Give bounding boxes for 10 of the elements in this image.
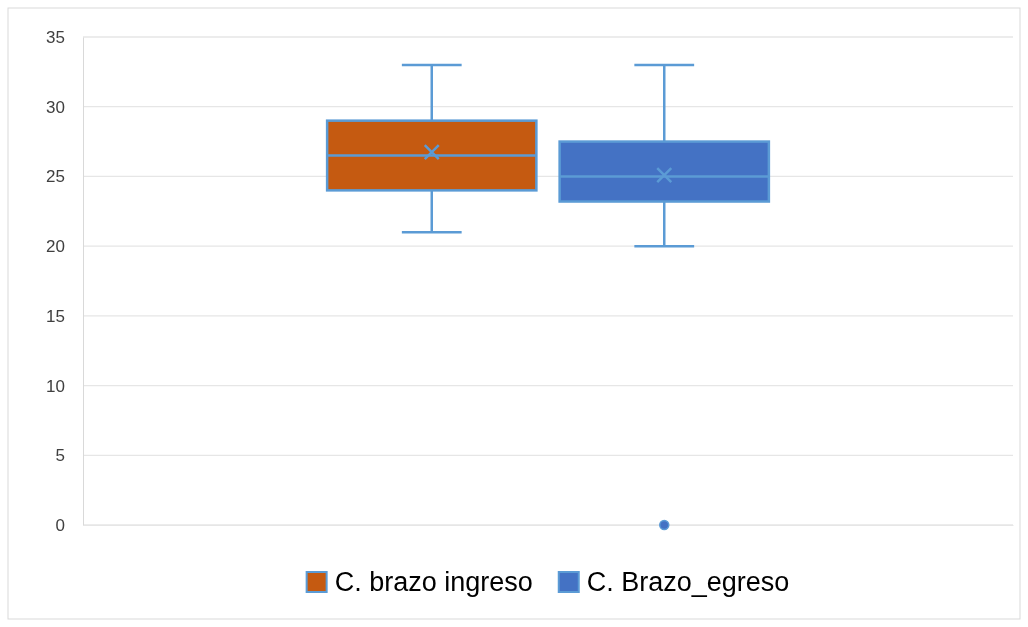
y-tick-label: 10 <box>46 376 65 396</box>
y-tick-label: 35 <box>46 27 65 47</box>
legend-label: C. Brazo_egreso <box>586 567 790 597</box>
y-tick-label: 30 <box>46 97 65 117</box>
y-tick-label: 25 <box>46 167 65 187</box>
legend-label: C. brazo ingreso <box>334 567 533 597</box>
y-tick-label: 0 <box>55 515 65 535</box>
y-tick-label: 5 <box>55 446 65 466</box>
y-tick-label: 20 <box>46 237 65 257</box>
y-tick-label: 15 <box>46 306 65 326</box>
